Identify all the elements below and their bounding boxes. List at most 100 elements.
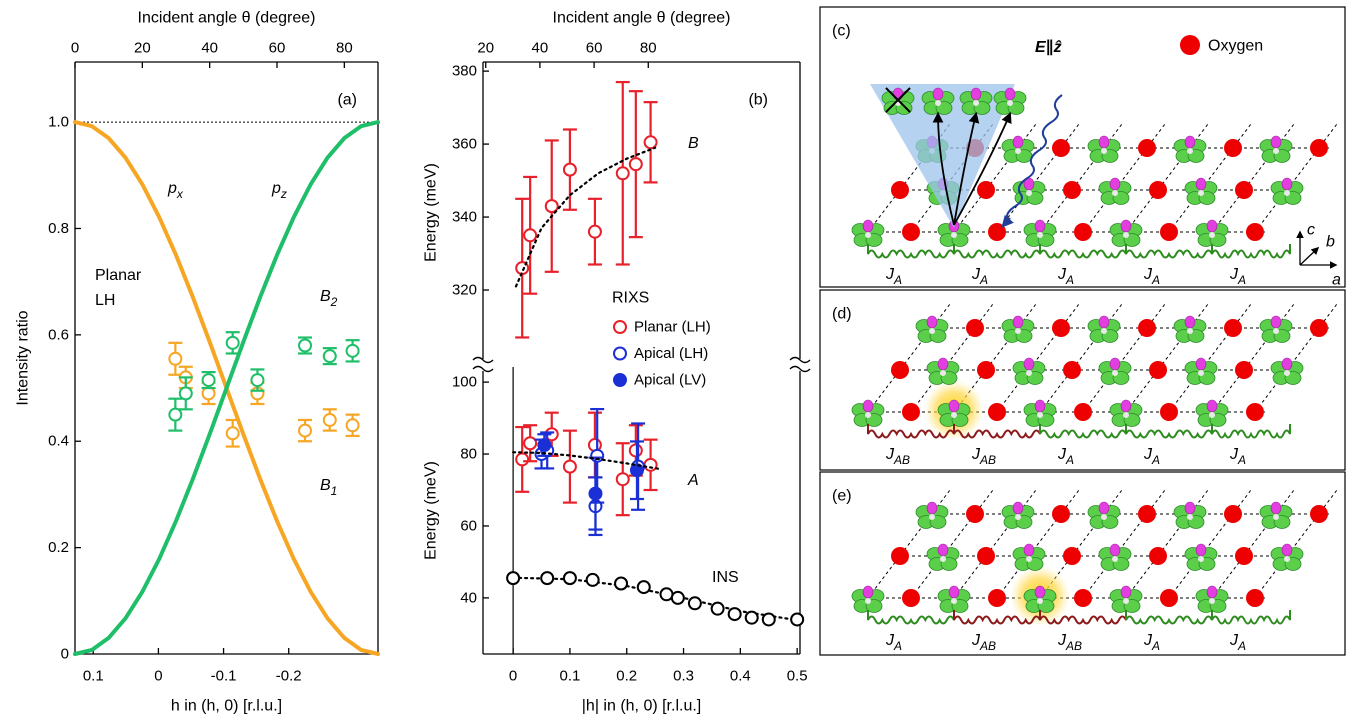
oxygen — [1149, 181, 1167, 199]
orbital-core — [1184, 315, 1196, 329]
fit-line — [512, 451, 662, 471]
annotation-sub: x — [176, 187, 184, 201]
orbital — [1023, 399, 1057, 427]
orbital-core — [1273, 148, 1279, 154]
oxygen — [1160, 589, 1178, 607]
annotation: B — [688, 135, 699, 152]
lattice-line — [1039, 303, 1123, 413]
annotation: pz — [271, 180, 287, 202]
orbital-core — [929, 514, 935, 520]
orbital-core — [1109, 543, 1121, 557]
orbital-core — [951, 232, 957, 238]
orbital-core — [1187, 514, 1193, 520]
orbital-core — [1184, 501, 1196, 515]
coupling-label: JA — [1143, 632, 1160, 654]
orbital — [915, 501, 949, 529]
excitation-arrow — [953, 111, 980, 226]
oxygen — [902, 223, 920, 241]
lattice-line — [1254, 303, 1338, 413]
x-tick-label: 0.1 — [83, 668, 104, 685]
annotation: LH — [95, 292, 115, 309]
field-relation: ∥ — [1046, 39, 1054, 56]
orbital-core — [1004, 87, 1016, 101]
data-point — [515, 452, 530, 467]
data-point — [523, 228, 538, 243]
data-point — [298, 423, 313, 438]
axis-break — [789, 365, 811, 373]
orbital — [1001, 501, 1035, 529]
lattice-line — [1168, 489, 1252, 599]
annotation-sub: 1 — [331, 484, 338, 498]
annotation-main: B — [320, 477, 331, 494]
oxygen — [1310, 319, 1328, 337]
panel-label: (b) — [748, 92, 768, 109]
coupling-wave — [867, 610, 955, 625]
coupling-label-main: J — [971, 446, 981, 463]
coupling-wave — [1125, 244, 1213, 259]
coupling-wave — [1125, 424, 1213, 439]
x-axis-label: |h| in (h, 0) [r.l.u.] — [582, 698, 701, 715]
oxygen — [1149, 547, 1167, 565]
annotation-main: Planar — [95, 267, 142, 284]
orbital — [1012, 543, 1046, 571]
orbital — [1173, 135, 1207, 163]
lattice-line — [996, 123, 1080, 233]
axis-name: b — [1326, 234, 1335, 251]
oxygen — [902, 403, 920, 421]
coupling-wave — [1211, 424, 1291, 439]
coupling-label-sub: A — [979, 273, 988, 287]
orbital-core — [1281, 543, 1293, 557]
oxygen — [1052, 139, 1070, 157]
orbital-core — [1037, 232, 1043, 238]
data-point — [322, 412, 337, 427]
orbital — [1001, 315, 1035, 343]
data-point — [614, 576, 629, 591]
data-point — [643, 135, 658, 150]
panel-label: (e) — [832, 488, 852, 505]
data-point — [250, 373, 265, 388]
y-tick-label: 0.6 — [48, 326, 69, 343]
data-point — [225, 426, 240, 441]
coupling-label: JAB — [971, 446, 996, 468]
orbital-core — [1026, 556, 1032, 562]
coupling-label-main: J — [1229, 446, 1239, 463]
orbital — [1270, 543, 1304, 571]
orbital-core — [1209, 412, 1215, 418]
coupling-wave — [867, 244, 955, 259]
lattice-line — [1211, 303, 1295, 413]
x2-tick-label: 40 — [532, 40, 549, 57]
annotation: Planar — [95, 267, 142, 284]
orbital — [1195, 399, 1229, 427]
data-point — [588, 486, 603, 501]
data-point — [322, 349, 337, 364]
lattice-line — [996, 303, 1080, 413]
oxygen — [1224, 139, 1242, 157]
data-point — [761, 612, 776, 627]
orbital — [926, 357, 960, 385]
coupling-label-sub: A — [1151, 273, 1160, 287]
coupling-wave — [1039, 244, 1127, 259]
orbital-core — [1195, 357, 1207, 371]
orbital-core — [1195, 177, 1207, 191]
oxygen — [1149, 361, 1167, 379]
field-axis: ẑ — [1053, 39, 1062, 56]
orbital — [1270, 357, 1304, 385]
axis-break — [789, 356, 811, 364]
coupling-label: JA — [885, 266, 902, 288]
coupling-label: JA — [1229, 632, 1246, 654]
orbital-core — [1037, 412, 1043, 418]
orbital — [1184, 543, 1218, 571]
orbital-core — [862, 219, 874, 233]
y-tick-label: 340 — [452, 209, 477, 226]
orbital-core — [940, 370, 946, 376]
orbital — [1012, 357, 1046, 385]
lattice-line — [867, 303, 951, 413]
orbital-core — [940, 556, 946, 562]
x-tick-label: 0.5 — [787, 668, 808, 685]
annotation-main: INS — [712, 569, 739, 586]
orbital-core — [948, 585, 960, 599]
panel-frame — [819, 289, 1346, 471]
x2-tick-label: 20 — [477, 40, 494, 57]
lattice-line — [910, 489, 994, 599]
